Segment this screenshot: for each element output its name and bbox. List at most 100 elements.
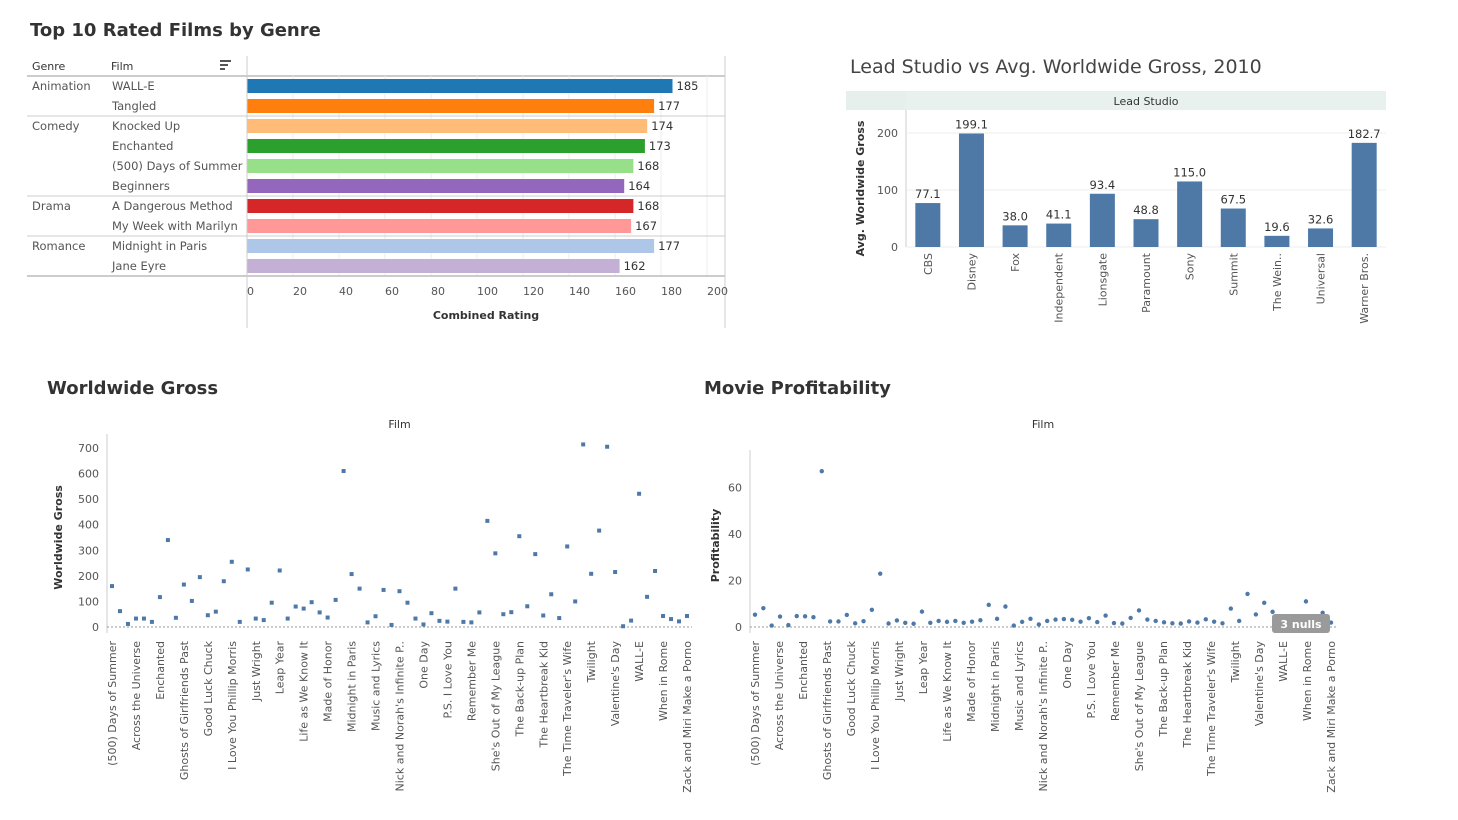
studio-category-label: Paramount bbox=[1140, 252, 1153, 313]
data-point bbox=[978, 618, 983, 623]
rating-value: 164 bbox=[628, 179, 650, 193]
data-point bbox=[549, 592, 554, 597]
data-point bbox=[110, 584, 114, 589]
data-point bbox=[365, 620, 370, 625]
data-point bbox=[961, 620, 966, 626]
data-point bbox=[357, 586, 362, 591]
data-point bbox=[413, 616, 418, 621]
genre-label: Comedy bbox=[32, 119, 80, 133]
data-point bbox=[1236, 618, 1242, 624]
film-x-label: I Love You Phillip Morris bbox=[869, 641, 882, 770]
studio-bar bbox=[1133, 219, 1159, 247]
data-point bbox=[1003, 604, 1008, 609]
data-point bbox=[1270, 609, 1275, 615]
studio-bar bbox=[915, 203, 941, 247]
studio-chart: Lead Studio 0 100 200 Avg. Worldwide Gross 77… bbox=[846, 91, 1386, 324]
data-point bbox=[221, 579, 226, 584]
data-point bbox=[1203, 617, 1208, 622]
x-tick-label: 0 bbox=[247, 285, 254, 298]
genre-header: Genre bbox=[32, 60, 66, 73]
film-label: My Week with Marilyn bbox=[112, 219, 238, 233]
y-tick-label: 0 bbox=[92, 621, 99, 634]
data-point bbox=[373, 614, 378, 619]
y-tick-label: 0 bbox=[735, 621, 742, 634]
film-label: A Dangerous Method bbox=[112, 199, 233, 213]
x-tick-label: 80 bbox=[431, 285, 445, 298]
data-point bbox=[517, 534, 522, 539]
film-x-label: WALL-E bbox=[633, 641, 646, 682]
studio-category-label: Fox bbox=[1009, 253, 1022, 272]
data-point bbox=[911, 621, 916, 626]
data-point bbox=[509, 610, 514, 615]
rating-value: 168 bbox=[637, 199, 659, 213]
film-x-label: Life as We Know It bbox=[941, 640, 954, 741]
genre-label: Drama bbox=[32, 199, 71, 213]
data-point bbox=[1211, 619, 1217, 624]
data-point bbox=[205, 613, 210, 618]
studio-bar bbox=[1046, 223, 1072, 247]
data-point bbox=[928, 620, 933, 626]
data-point bbox=[621, 624, 626, 629]
studio-bar bbox=[1264, 235, 1290, 247]
data-point bbox=[677, 619, 682, 624]
x-tick-label: 40 bbox=[339, 285, 353, 298]
studio-bar bbox=[1002, 225, 1028, 247]
data-point bbox=[261, 618, 266, 623]
film-x-label: Ghosts of Girlfriends Past bbox=[178, 640, 191, 780]
film-x-label: Leap Year bbox=[274, 641, 287, 695]
rating-value: 173 bbox=[649, 139, 671, 153]
data-point bbox=[944, 619, 950, 625]
y-axis-title: Worldwide Gross bbox=[52, 485, 65, 590]
y-tick-label: 500 bbox=[78, 493, 99, 506]
profit-title: Movie Profitability bbox=[704, 378, 891, 399]
data-point bbox=[541, 613, 546, 618]
data-point bbox=[1220, 621, 1225, 626]
data-point bbox=[293, 604, 298, 609]
nulls-badge-text: 3 nulls bbox=[1280, 618, 1322, 631]
data-point bbox=[1303, 599, 1309, 604]
data-point bbox=[421, 622, 426, 627]
data-point bbox=[469, 620, 474, 625]
profit-chart: Film 0 20 40 60 Profitability (500) Days of Su… bbox=[709, 418, 1338, 793]
film-x-label: When in Rome bbox=[1301, 641, 1314, 721]
film-header[interactable]: Film bbox=[111, 60, 133, 73]
film-label: Tangled bbox=[111, 99, 156, 113]
data-point bbox=[317, 610, 322, 615]
data-point bbox=[165, 538, 170, 543]
y-axis-title: Avg. Worldwide Gross bbox=[854, 120, 867, 256]
rating-value: 168 bbox=[637, 159, 659, 173]
data-point bbox=[237, 619, 242, 624]
data-point bbox=[794, 613, 799, 619]
data-point bbox=[1078, 619, 1083, 624]
data-point bbox=[1262, 600, 1267, 605]
data-point bbox=[1061, 616, 1067, 622]
film-x-label: Nick and Norah's Infinite P.. bbox=[1037, 641, 1050, 792]
data-point bbox=[557, 616, 562, 621]
rating-bar bbox=[247, 79, 673, 93]
data-point bbox=[229, 559, 234, 564]
studio-category-label: Lionsgate bbox=[1096, 253, 1109, 307]
data-point bbox=[1136, 608, 1142, 613]
header-band bbox=[906, 91, 1386, 110]
film-x-label: Music and Lyrics bbox=[1013, 641, 1026, 731]
rating-value: 177 bbox=[658, 99, 680, 113]
film-x-label: She's Out of My League bbox=[1133, 641, 1146, 771]
data-point bbox=[786, 622, 791, 628]
film-x-label: One Day bbox=[1061, 641, 1074, 689]
sort-descending-icon[interactable] bbox=[220, 60, 231, 70]
data-point bbox=[157, 595, 162, 600]
film-x-label: The Time Traveler's Wife bbox=[561, 641, 574, 777]
data-point bbox=[827, 619, 833, 624]
nulls-badge[interactable]: 3 nulls bbox=[1272, 614, 1330, 633]
film-x-label: Music and Lyrics bbox=[370, 641, 383, 731]
film-x-label: Leap Year bbox=[917, 641, 930, 695]
y-tick-label: 60 bbox=[728, 481, 742, 494]
film-x-label: Midnight in Paris bbox=[989, 641, 1002, 732]
data-point bbox=[1019, 619, 1025, 625]
data-point bbox=[485, 518, 490, 523]
header-band-corner bbox=[846, 91, 906, 110]
data-point bbox=[285, 616, 290, 621]
data-point bbox=[919, 609, 925, 614]
x-tick-label: 20 bbox=[293, 285, 307, 298]
film-x-label: Enchanted bbox=[154, 641, 167, 700]
